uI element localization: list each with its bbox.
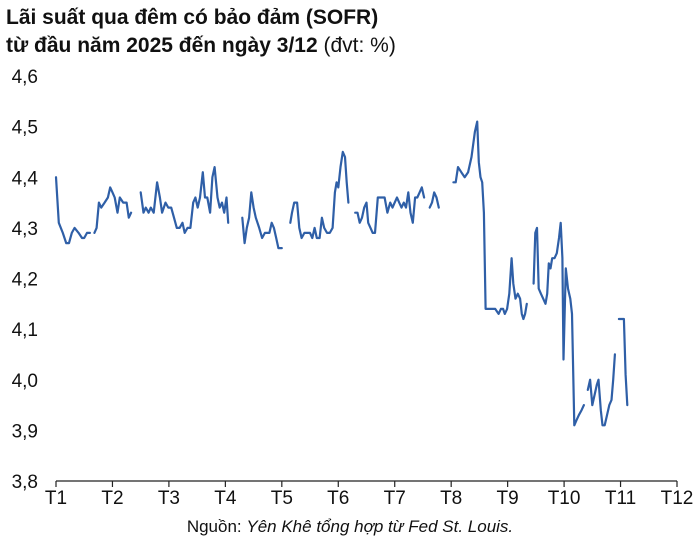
y-tick-label: 4,0 bbox=[12, 371, 38, 392]
y-tick-label: 4,4 bbox=[12, 168, 39, 189]
sofr-series-line bbox=[54, 176, 92, 245]
y-tick-label: 4,2 bbox=[12, 270, 38, 291]
x-tick-label: T3 bbox=[158, 488, 180, 509]
x-tick-label: T7 bbox=[384, 488, 406, 509]
sofr-series-line bbox=[139, 166, 230, 234]
title-line-1: Lãi suất qua đêm có bảo đảm (SOFR) bbox=[6, 6, 379, 29]
x-tick-label: T4 bbox=[214, 488, 237, 509]
y-tick-label: 4,1 bbox=[12, 320, 38, 341]
sofr-series-line bbox=[428, 191, 440, 209]
title-unit: (đvt: %) bbox=[317, 34, 396, 57]
sofr-series-line bbox=[93, 186, 133, 234]
chart-title: Lãi suất qua đêm có bảo đảm (SOFR) từ đầ… bbox=[6, 4, 396, 60]
source-prefix: Nguồn: bbox=[186, 517, 247, 536]
title-line-2: từ đầu năm 2025 đến ngày 3/12 (đvt: %) bbox=[6, 32, 396, 60]
y-tick-label: 4,5 bbox=[12, 118, 38, 139]
x-tick-label: T9 bbox=[497, 488, 519, 509]
x-tick-label: T8 bbox=[440, 488, 462, 509]
x-tick-label: T11 bbox=[605, 488, 636, 509]
x-tick-label: T12 bbox=[661, 488, 694, 509]
y-tick-label: 4,3 bbox=[12, 219, 38, 240]
x-tick-label: T5 bbox=[271, 488, 293, 509]
x-tick-label: T6 bbox=[327, 488, 349, 509]
sofr-series-line bbox=[586, 353, 617, 427]
source-note: Nguồn: Yên Khê tổng hợp từ Fed St. Louis… bbox=[0, 517, 700, 537]
sofr-series-line bbox=[354, 186, 426, 234]
x-tick-label: T2 bbox=[101, 488, 123, 509]
title-line-2-main: từ đầu năm 2025 đến ngày 3/12 bbox=[6, 34, 318, 57]
x-tick-label: T10 bbox=[548, 488, 581, 509]
y-tick-label: 3,9 bbox=[12, 421, 38, 442]
x-tick-label: T1 bbox=[45, 488, 67, 509]
y-tick-label: 4,6 bbox=[12, 67, 38, 88]
sofr-series-line bbox=[452, 120, 528, 321]
y-tick-label: 3,8 bbox=[12, 472, 38, 493]
sofr-series-line bbox=[289, 150, 350, 240]
sofr-series-line bbox=[241, 191, 283, 250]
sofr-series-line bbox=[532, 221, 586, 427]
sofr-series-line bbox=[617, 317, 629, 407]
source-text: Yên Khê tổng hợp từ Fed St. Louis. bbox=[246, 517, 514, 536]
